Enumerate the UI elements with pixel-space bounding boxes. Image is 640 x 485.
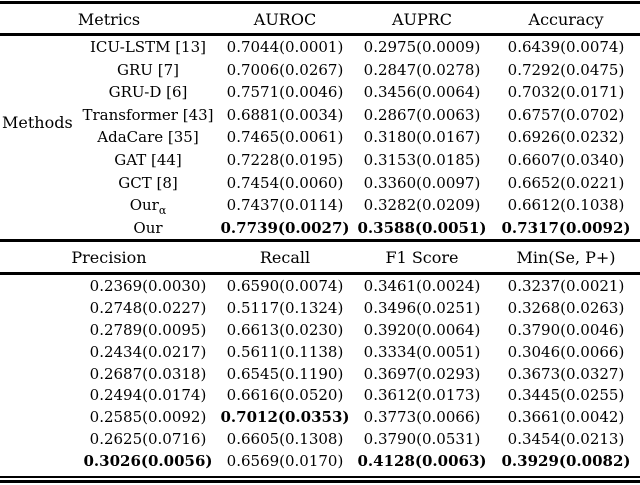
col-header-metrics: Metrics xyxy=(77,10,141,29)
precision-value: 0.2687(0.0318) xyxy=(89,364,207,383)
method-subscript: α xyxy=(158,204,167,218)
auprc-value: 0.3360(0.0097) xyxy=(363,173,481,192)
method-name: GRU [7] xyxy=(117,60,179,79)
col-header-precision: Precision xyxy=(71,248,147,267)
method-name: AdaCare [35] xyxy=(97,128,199,147)
col-header-recall: Recall xyxy=(259,248,311,267)
precision-value: 0.2789(0.0095) xyxy=(89,320,207,339)
recall-value: 0.6569(0.0170) xyxy=(226,452,344,471)
table2-header-row: Precision Recall F1 Score Min(Se, P+) xyxy=(0,244,640,271)
top-rule xyxy=(0,1,640,4)
method-name: GRU-D [6] xyxy=(108,83,188,102)
f1-score-value: 0.3773(0.0066) xyxy=(363,408,481,427)
precision-value: 0.2494(0.0174) xyxy=(89,386,207,405)
auroc-value: 0.7454(0.0060) xyxy=(226,173,344,192)
auprc-value: 0.3456(0.0064) xyxy=(363,83,481,102)
recall-value: 0.5611(0.1138) xyxy=(226,342,344,361)
auroc-value: 0.7228(0.0195) xyxy=(226,150,344,169)
bottom-rule-thick xyxy=(0,479,640,483)
accuracy-value: 0.7317(0.0092) xyxy=(501,218,631,237)
auroc-value: 0.7044(0.0001) xyxy=(226,38,344,56)
recall-value: 0.5117(0.1324) xyxy=(226,298,344,317)
col-header-auprc: AUPRC xyxy=(391,10,453,29)
f1-score-value: 0.3334(0.0051) xyxy=(363,342,481,361)
auprc-value: 0.2975(0.0009) xyxy=(363,38,481,56)
method-name: ICU-LSTM [13] xyxy=(89,38,206,56)
auroc-value: 0.6881(0.0034) xyxy=(226,105,344,124)
precision-value: 0.3026(0.0056) xyxy=(83,452,213,471)
recall-value: 0.6613(0.0230) xyxy=(226,320,344,339)
accuracy-value: 0.7292(0.0475) xyxy=(507,60,625,79)
table1-header-row: Metrics AUROC AUPRC Accuracy xyxy=(0,6,640,33)
min-se-p-value: 0.3445(0.0255) xyxy=(507,386,625,405)
recall-value: 0.6545(0.1190) xyxy=(226,364,344,383)
col-header-min-se-p: Min(Se, P+) xyxy=(516,248,616,267)
auroc-value: 0.7571(0.0046) xyxy=(226,83,344,102)
precision-value: 0.2434(0.0217) xyxy=(89,342,207,361)
accuracy-value: 0.6607(0.0340) xyxy=(507,150,625,169)
auprc-value: 0.2867(0.0063) xyxy=(363,105,481,124)
auprc-value: 0.3282(0.0209) xyxy=(363,196,481,215)
methods-group-label: Methods xyxy=(2,113,73,132)
method-name: Transformer [43] xyxy=(82,105,214,124)
accuracy-value: 0.6652(0.0221) xyxy=(507,173,625,192)
header1-bottom-rule xyxy=(0,33,640,36)
accuracy-value: 0.6439(0.0074) xyxy=(507,38,625,56)
f1-score-value: 0.3461(0.0024) xyxy=(363,277,481,295)
method-name: Our xyxy=(133,218,163,237)
f1-score-value: 0.3496(0.0251) xyxy=(363,298,481,317)
auprc-value: 0.2847(0.0278) xyxy=(363,60,481,79)
precision-value: 0.2369(0.0030) xyxy=(89,277,207,295)
auroc-value: 0.7437(0.0114) xyxy=(226,196,344,215)
min-se-p-value: 0.3237(0.0021) xyxy=(507,277,625,295)
accuracy-value: 0.6926(0.0232) xyxy=(507,128,625,147)
accuracy-value: 0.6757(0.0702) xyxy=(507,105,625,124)
min-se-p-value: 0.3929(0.0082) xyxy=(501,452,631,471)
recall-value: 0.6605(0.1308) xyxy=(226,430,344,449)
auroc-value: 0.7739(0.0027) xyxy=(220,218,350,237)
method-name: Ourα xyxy=(62,194,218,217)
table1-body: ICU-LSTM [13] 0.7044(0.0001) 0.2975(0.00… xyxy=(0,36,640,239)
auprc-value: 0.3588(0.0051) xyxy=(357,218,487,237)
min-se-p-value: 0.3673(0.0327) xyxy=(507,364,625,383)
accuracy-value: 0.6612(0.1038) xyxy=(507,196,625,215)
method-name: GCT [8] xyxy=(118,173,178,192)
f1-score-value: 0.3920(0.0064) xyxy=(363,320,481,339)
min-se-p-value: 0.3661(0.0042) xyxy=(507,408,625,427)
method-base-label: Our xyxy=(129,196,159,215)
precision-value: 0.2625(0.0716) xyxy=(89,430,207,449)
col-header-auroc: AUROC xyxy=(253,10,317,29)
bottom-rule-thin xyxy=(0,476,640,478)
f1-score-value: 0.3612(0.0173) xyxy=(363,386,481,405)
table2-body: 0.2369(0.0030) 0.6590(0.0074) 0.3461(0.0… xyxy=(0,276,640,473)
header2-bottom-rule xyxy=(0,272,640,275)
min-se-p-value: 0.3046(0.0066) xyxy=(507,342,625,361)
min-se-p-value: 0.3790(0.0046) xyxy=(507,320,625,339)
col-header-f1-score: F1 Score xyxy=(385,248,459,267)
f1-score-value: 0.3697(0.0293) xyxy=(363,364,481,383)
min-se-p-value: 0.3268(0.0263) xyxy=(507,298,625,317)
table-divider-rule xyxy=(0,239,640,242)
auroc-value: 0.7006(0.0267) xyxy=(226,60,344,79)
f1-score-value: 0.4128(0.0063) xyxy=(357,452,487,471)
accuracy-value: 0.7032(0.0171) xyxy=(507,83,625,102)
f1-score-value: 0.3790(0.0531) xyxy=(363,430,481,449)
method-name: GAT [44] xyxy=(114,150,182,169)
auroc-value: 0.7465(0.0061) xyxy=(226,128,344,147)
recall-value: 0.6590(0.0074) xyxy=(226,277,344,295)
auprc-value: 0.3153(0.0185) xyxy=(363,150,481,169)
recall-value: 0.7012(0.0353) xyxy=(220,408,350,427)
precision-value: 0.2585(0.0092) xyxy=(89,408,207,427)
precision-value: 0.2748(0.0227) xyxy=(89,298,207,317)
col-header-accuracy: Accuracy xyxy=(528,10,604,29)
min-se-p-value: 0.3454(0.0213) xyxy=(507,430,625,449)
recall-value: 0.6616(0.0520) xyxy=(226,386,344,405)
auprc-value: 0.3180(0.0167) xyxy=(363,128,481,147)
